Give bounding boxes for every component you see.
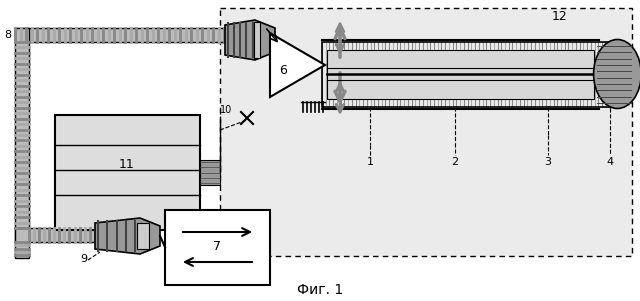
Text: 11: 11 xyxy=(119,158,135,171)
Text: 7: 7 xyxy=(213,240,221,253)
Text: 6: 6 xyxy=(279,64,287,76)
Text: 5: 5 xyxy=(625,60,632,70)
Bar xyxy=(15,228,115,242)
Text: 4: 4 xyxy=(607,157,614,167)
Bar xyxy=(220,8,632,256)
Text: Фиг. 1: Фиг. 1 xyxy=(297,283,343,297)
Polygon shape xyxy=(225,20,275,60)
Text: 3: 3 xyxy=(545,157,552,167)
Bar xyxy=(254,22,260,58)
Text: 2: 2 xyxy=(451,157,459,167)
Bar xyxy=(322,42,617,107)
Bar xyxy=(55,115,200,230)
Bar xyxy=(327,50,594,99)
Text: 9: 9 xyxy=(80,254,87,264)
Ellipse shape xyxy=(594,39,640,108)
Text: 8: 8 xyxy=(4,30,11,40)
Bar xyxy=(15,28,230,42)
Polygon shape xyxy=(95,218,160,254)
Bar xyxy=(137,223,149,249)
Bar xyxy=(15,228,29,258)
Text: 10: 10 xyxy=(220,105,232,115)
Polygon shape xyxy=(270,33,325,97)
Bar xyxy=(165,210,270,285)
Bar xyxy=(15,28,29,228)
Text: 12: 12 xyxy=(552,10,568,23)
Bar xyxy=(200,160,220,185)
Text: 1: 1 xyxy=(367,157,374,167)
